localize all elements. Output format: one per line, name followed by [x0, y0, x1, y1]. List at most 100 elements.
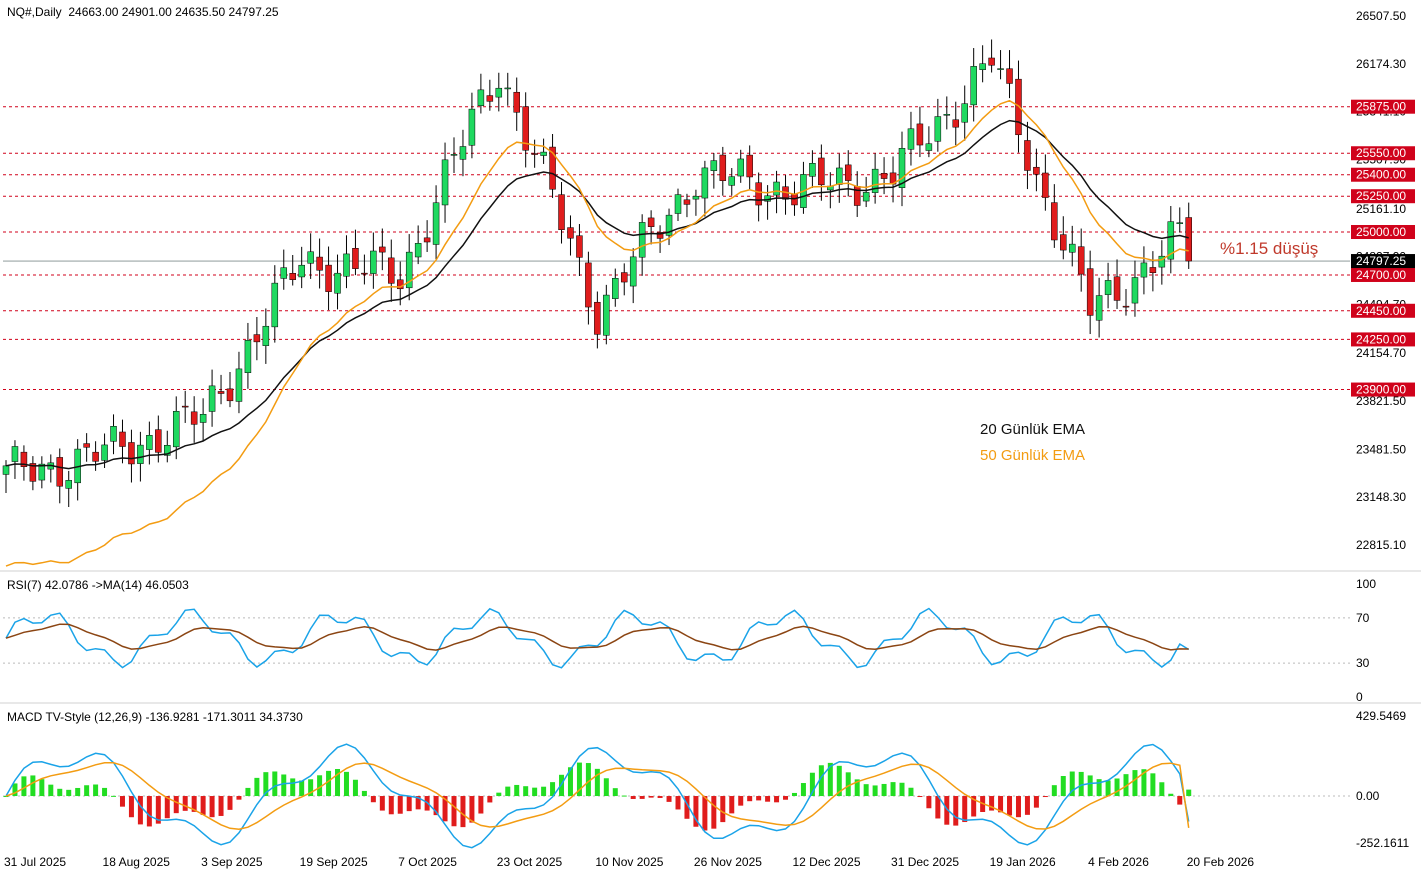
macd-histogram-bar: [1078, 771, 1084, 797]
macd-histogram-bar: [774, 796, 780, 803]
candle-bullish: [477, 89, 485, 107]
candle-bearish: [1060, 234, 1067, 251]
legend-ema20: 20 Günlük EMA: [980, 421, 1086, 438]
candle-bearish: [620, 272, 628, 283]
date-label: 12 Dec 2025: [792, 855, 860, 869]
candle-bearish: [128, 442, 135, 465]
candle-bearish: [844, 164, 852, 181]
macd-histogram-bar: [128, 796, 134, 818]
candle-bullish: [1131, 277, 1139, 304]
macd-tick-label: 429.5469: [1356, 709, 1406, 723]
candle-bearish: [92, 451, 99, 462]
macd-histogram-bar: [666, 796, 672, 802]
macd-histogram-bar: [648, 796, 654, 798]
candle-bearish: [119, 431, 126, 447]
candle-bearish: [56, 457, 64, 487]
macd-histogram-bar: [30, 775, 36, 797]
candle-bearish: [1051, 202, 1058, 241]
level-tag: [1351, 267, 1415, 282]
candle-bearish: [531, 153, 538, 155]
macd-histogram-bar: [783, 796, 789, 800]
candle-bearish: [1086, 268, 1094, 316]
macd-histogram-bar: [908, 787, 914, 797]
macd-histogram-bar: [1105, 780, 1111, 797]
candle-bearish: [486, 95, 494, 102]
candle-bullish: [343, 253, 350, 277]
candle-bullish: [280, 267, 288, 279]
candle-bearish: [818, 157, 825, 186]
date-label: 7 Oct 2025: [398, 855, 457, 869]
candle-bearish: [522, 106, 529, 151]
price-tick-label: 23481.50: [1356, 442, 1406, 456]
price-tick-label: 26507.50: [1356, 9, 1406, 23]
macd-tick-label: -252.1611: [1356, 836, 1409, 850]
macd-histogram-bar: [738, 796, 744, 806]
macd-histogram-bar: [254, 777, 260, 797]
level-tag-label: 25250.00: [1356, 189, 1406, 203]
candle-bullish: [862, 192, 870, 202]
candle-bearish: [1113, 276, 1121, 301]
candle-bullish: [674, 194, 682, 214]
candle-bullish: [146, 435, 153, 450]
current-price-tag: [1351, 254, 1415, 269]
candle-bullish: [208, 385, 216, 412]
candle-bearish: [253, 334, 261, 343]
macd-histogram-bar: [998, 796, 1004, 813]
rsi-tick-label: 30: [1356, 656, 1370, 670]
candle-bullish: [441, 159, 449, 206]
candle-bullish: [271, 282, 279, 328]
symbol-label: NQ#,Daily: [7, 5, 62, 19]
candle-bullish: [298, 264, 305, 278]
candle-bullish: [540, 151, 547, 156]
macd-histogram-bar: [12, 783, 18, 797]
candle-bullish: [235, 368, 243, 402]
macd-histogram-bar: [317, 775, 323, 797]
candle-bullish: [898, 148, 906, 188]
macd-histogram-bar: [397, 796, 403, 814]
candle-bullish: [1167, 221, 1175, 260]
candle-bearish: [388, 257, 395, 284]
macd-histogram-bar: [1069, 771, 1075, 797]
macd-histogram-bar: [872, 785, 878, 797]
candle-bullish: [871, 168, 879, 193]
candle-bearish: [190, 411, 198, 425]
candle-bullish: [979, 63, 986, 70]
candle-bullish: [701, 167, 709, 199]
macd-histogram-bar: [953, 796, 959, 826]
macd-histogram-bar: [747, 796, 753, 802]
candle-bullish: [603, 294, 610, 336]
candle-bearish: [1024, 140, 1031, 171]
price-tick-label: 23148.30: [1356, 490, 1406, 504]
candle-bearish: [1149, 267, 1157, 274]
candle-bullish: [1158, 255, 1166, 268]
candle-bullish: [110, 426, 117, 442]
date-label: 4 Feb 2026: [1088, 855, 1149, 869]
macd-histogram-bar: [514, 784, 520, 797]
candle-bearish: [396, 279, 404, 290]
macd-histogram-bar: [361, 790, 367, 797]
macd-histogram-bar: [541, 786, 547, 797]
macd-histogram-bar: [191, 796, 197, 812]
candle-bullish: [432, 202, 440, 245]
level-tag: [1351, 382, 1415, 397]
macd-histogram-bar: [756, 796, 762, 801]
level-tag-label: 25000.00: [1356, 225, 1406, 239]
macd-histogram-bar: [335, 769, 341, 797]
macd-tick-label: 0.00: [1356, 789, 1380, 803]
macd-histogram-bar: [1159, 782, 1165, 797]
macd-histogram-bar: [962, 796, 968, 823]
date-label: 20 Feb 2026: [1187, 855, 1255, 869]
macd-histogram-bar: [1096, 779, 1102, 797]
candle-bearish: [1077, 246, 1085, 275]
macd-histogram-bar: [684, 796, 690, 819]
macd-histogram-bar: [379, 796, 385, 811]
date-label: 23 Oct 2025: [497, 855, 563, 869]
macd-histogram-bar: [388, 796, 394, 815]
candle-bearish: [352, 248, 359, 269]
candle-bearish: [549, 146, 556, 190]
candle-bullish: [710, 160, 718, 171]
macd-histogram-bar: [1168, 793, 1174, 797]
candle-bullish: [164, 445, 171, 456]
candle-bearish: [683, 199, 691, 205]
